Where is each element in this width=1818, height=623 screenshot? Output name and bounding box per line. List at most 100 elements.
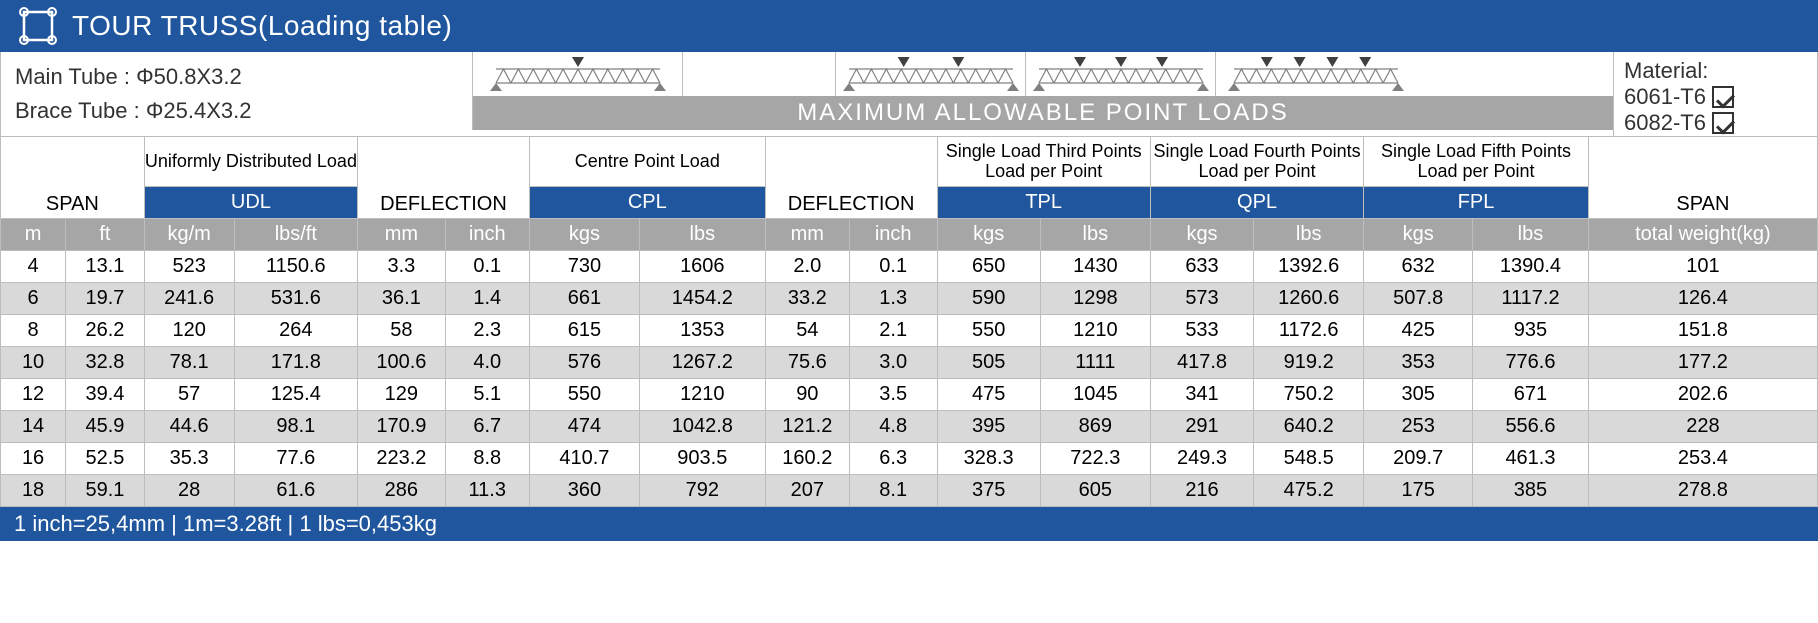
colgroup-code-5: TPL bbox=[937, 187, 1150, 219]
cell: 2.3 bbox=[445, 315, 529, 347]
cell: 341 bbox=[1150, 379, 1253, 411]
cell: 1111 bbox=[1040, 347, 1150, 379]
truss-icon bbox=[18, 6, 58, 46]
cell: 253.4 bbox=[1588, 443, 1817, 475]
cell: 228 bbox=[1588, 411, 1817, 443]
unit-2-0: mm bbox=[358, 219, 446, 251]
table-row: 1239.457125.41295.15501210903.5475104534… bbox=[1, 379, 1818, 411]
colgroup-desc-6: Single Load Fourth Points Load per Point bbox=[1150, 137, 1363, 187]
colgroup-label-0: SPAN bbox=[1, 137, 145, 219]
cell: 360 bbox=[529, 475, 639, 507]
cell: 126.4 bbox=[1588, 283, 1817, 315]
cell: 8.1 bbox=[849, 475, 937, 507]
table-row: 1032.878.1171.8100.64.05761267.275.63.05… bbox=[1, 347, 1818, 379]
cell: 1117.2 bbox=[1473, 283, 1589, 315]
cell: 1042.8 bbox=[639, 411, 765, 443]
cell: 52.5 bbox=[66, 443, 145, 475]
cell: 1390.4 bbox=[1473, 251, 1589, 283]
cell: 903.5 bbox=[639, 443, 765, 475]
cell: 253 bbox=[1364, 411, 1473, 443]
cell: 615 bbox=[529, 315, 639, 347]
main-tube-spec: Main Tube : Φ50.8X3.2 bbox=[15, 64, 472, 90]
title-bar: TOUR TRUSS(Loading table) bbox=[0, 0, 1818, 52]
cell: 1353 bbox=[639, 315, 765, 347]
cell: 1045 bbox=[1040, 379, 1150, 411]
cell: 39.4 bbox=[66, 379, 145, 411]
cell: 26.2 bbox=[66, 315, 145, 347]
checkbox-checked-icon bbox=[1712, 86, 1734, 108]
cell: 175 bbox=[1364, 475, 1473, 507]
cell: 410.7 bbox=[529, 443, 639, 475]
cell: 0.1 bbox=[849, 251, 937, 283]
brace-tube-spec: Brace Tube : Φ25.4X3.2 bbox=[15, 98, 472, 124]
material-option-1-label: 6082-T6 bbox=[1624, 110, 1706, 136]
cell: 1210 bbox=[639, 379, 765, 411]
page-title: TOUR TRUSS(Loading table) bbox=[72, 10, 452, 42]
colgroup-label-8: SPAN bbox=[1588, 137, 1817, 219]
table-body: 413.15231150.63.30.173016062.00.16501430… bbox=[1, 251, 1818, 507]
cell: 121.2 bbox=[765, 411, 849, 443]
cell: 10 bbox=[1, 347, 66, 379]
cell: 650 bbox=[937, 251, 1040, 283]
cell: 1267.2 bbox=[639, 347, 765, 379]
cell: 8.8 bbox=[445, 443, 529, 475]
colgroup-label-2: DEFLECTION bbox=[358, 137, 530, 219]
diagram-tpl bbox=[835, 52, 1025, 96]
cell: 328.3 bbox=[937, 443, 1040, 475]
table-row: 1652.535.377.6223.28.8410.7903.5160.26.3… bbox=[1, 443, 1818, 475]
cell: 417.8 bbox=[1150, 347, 1253, 379]
cell: 461.3 bbox=[1473, 443, 1589, 475]
table-row: 413.15231150.63.30.173016062.00.16501430… bbox=[1, 251, 1818, 283]
checkbox-checked-icon bbox=[1712, 112, 1734, 134]
cell: 550 bbox=[937, 315, 1040, 347]
material-label: Material: bbox=[1624, 58, 1817, 84]
cell: 556.6 bbox=[1473, 411, 1589, 443]
cell: 75.6 bbox=[765, 347, 849, 379]
cell: 13.1 bbox=[66, 251, 145, 283]
material-option-1: 6082-T6 bbox=[1624, 110, 1817, 136]
tube-specs: Main Tube : Φ50.8X3.2 Brace Tube : Φ25.4… bbox=[1, 52, 472, 136]
cell: 125.4 bbox=[234, 379, 358, 411]
cell: 160.2 bbox=[765, 443, 849, 475]
cell: 6.3 bbox=[849, 443, 937, 475]
cell: 170.9 bbox=[358, 411, 446, 443]
cell: 475.2 bbox=[1254, 475, 1364, 507]
cell: 249.3 bbox=[1150, 443, 1253, 475]
cell: 5.1 bbox=[445, 379, 529, 411]
cell: 241.6 bbox=[144, 283, 234, 315]
cell: 1454.2 bbox=[639, 283, 765, 315]
cell: 385 bbox=[1473, 475, 1589, 507]
unit-0-0: m bbox=[1, 219, 66, 251]
unit-5-0: kgs bbox=[937, 219, 1040, 251]
cell: 19.7 bbox=[66, 283, 145, 315]
cell: 590 bbox=[937, 283, 1040, 315]
cell: 3.5 bbox=[849, 379, 937, 411]
cell: 202.6 bbox=[1588, 379, 1817, 411]
unit-6-0: kgs bbox=[1150, 219, 1253, 251]
material-box: Material: 6061-T6 6082-T6 bbox=[1613, 52, 1817, 136]
diagrams-band: MAXIMUM ALLOWABLE POINT LOADS bbox=[472, 52, 1613, 136]
cell: 8 bbox=[1, 315, 66, 347]
cell: 18 bbox=[1, 475, 66, 507]
unit-2-1: inch bbox=[445, 219, 529, 251]
cell: 61.6 bbox=[234, 475, 358, 507]
cell: 722.3 bbox=[1040, 443, 1150, 475]
top-info-area: Main Tube : Φ50.8X3.2 Brace Tube : Φ25.4… bbox=[0, 52, 1818, 136]
cell: 548.5 bbox=[1254, 443, 1364, 475]
cell: 730 bbox=[529, 251, 639, 283]
cell: 44.6 bbox=[144, 411, 234, 443]
cell: 6 bbox=[1, 283, 66, 315]
cell: 507.8 bbox=[1364, 283, 1473, 315]
cell: 661 bbox=[529, 283, 639, 315]
cell: 151.8 bbox=[1588, 315, 1817, 347]
cell: 2.0 bbox=[765, 251, 849, 283]
cell: 45.9 bbox=[66, 411, 145, 443]
cell: 54 bbox=[765, 315, 849, 347]
colgroup-label-4: DEFLECTION bbox=[765, 137, 937, 219]
cell: 633 bbox=[1150, 251, 1253, 283]
cell: 1210 bbox=[1040, 315, 1150, 347]
cell: 11.3 bbox=[445, 475, 529, 507]
cell: 1.4 bbox=[445, 283, 529, 315]
diagrams-row bbox=[472, 52, 1613, 96]
unit-3-0: kgs bbox=[529, 219, 639, 251]
